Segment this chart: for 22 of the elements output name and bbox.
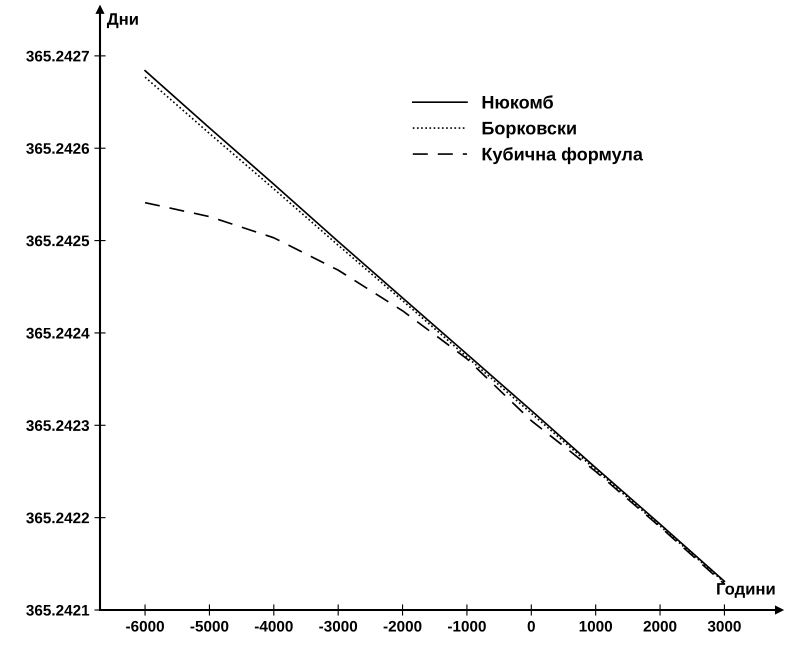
x-tick-label: -4000	[254, 620, 293, 632]
y-tick-label: 365.2422	[26, 512, 89, 524]
y-tick-label: 365.2427	[26, 50, 89, 62]
x-tick-label: -1000	[448, 620, 486, 632]
x-tick-label: 2000	[644, 620, 676, 632]
x-tick-label: 0	[528, 620, 535, 632]
y-tick-label: 365.2424	[26, 328, 90, 339]
legend-label: Кубична формула	[482, 147, 644, 164]
y-tick-label: 365.2423	[26, 420, 90, 431]
legend-label: Борковски	[482, 122, 576, 138]
y-tick-label: 365.2425	[26, 235, 90, 246]
x-tick-label: -2000	[384, 620, 422, 632]
legend-label: Нюкомб	[482, 95, 553, 109]
x-tick-label: 3000	[708, 620, 741, 632]
x-tick-label: -6000	[126, 620, 164, 632]
x-tick-label: -5000	[190, 620, 228, 632]
y-tick-label: 365.2426	[26, 143, 90, 154]
x-axis-title: Години	[717, 583, 775, 598]
x-tick-label: -3000	[319, 620, 358, 632]
x-tick-label: 1000	[580, 620, 612, 632]
y-axis-title: Дни	[106, 13, 138, 28]
y-tick-label: 365.2421	[26, 604, 90, 616]
